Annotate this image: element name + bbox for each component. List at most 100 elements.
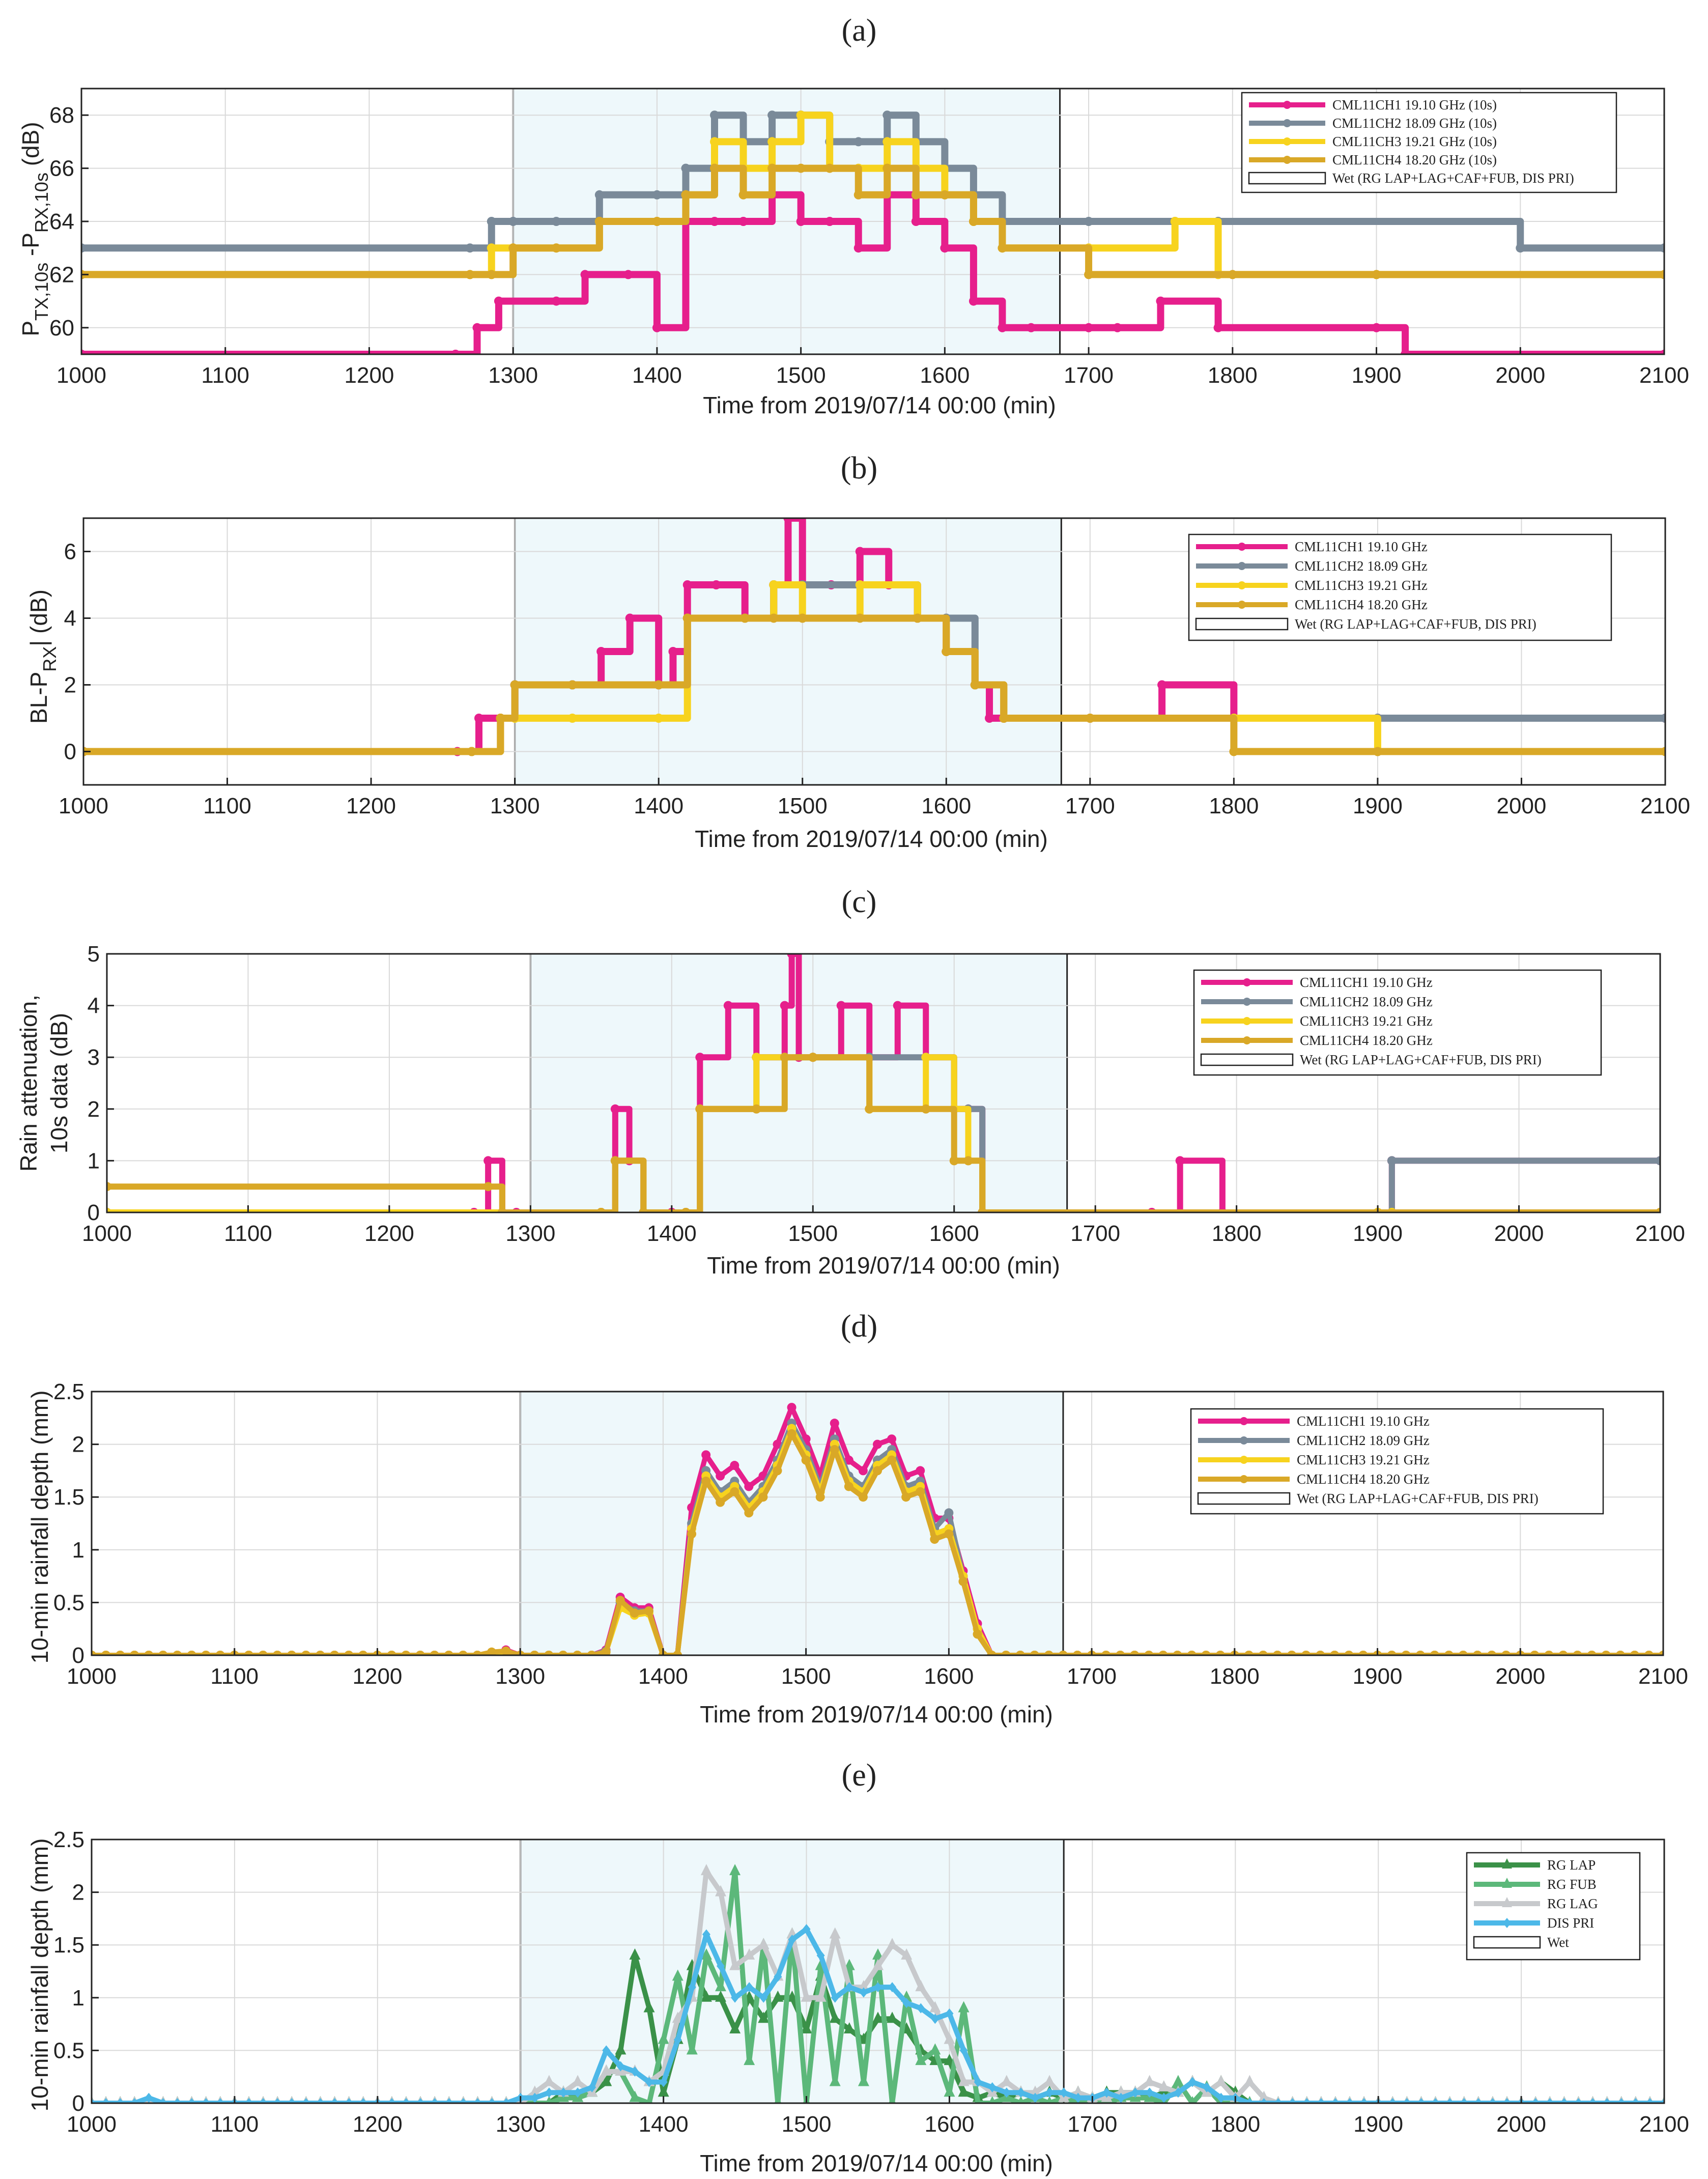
data-point: [700, 1990, 712, 2002]
data-point: [654, 680, 664, 690]
data-point: [639, 1208, 648, 1212]
data-point: [344, 1651, 354, 1655]
panel-b: (b) 1000 1100 1200 1300 1400 1500 1600 1700 1800…: [25, 451, 1690, 852]
y-tick-label: 6: [64, 540, 76, 564]
data-point: [402, 2098, 410, 2103]
data-point: [1031, 2092, 1039, 2103]
legend-marker: [1240, 1475, 1248, 1483]
data-point: [302, 2098, 310, 2103]
x-tick-label: 1400: [632, 363, 682, 388]
data-point: [959, 2045, 968, 2056]
data-point: [1358, 1651, 1368, 1655]
data-point: [700, 1948, 712, 1960]
data-point: [116, 1651, 125, 1655]
x-tick-label: 1600: [924, 1664, 974, 1689]
legend-marker: [1238, 601, 1246, 609]
data-point: [497, 1208, 507, 1212]
data-point: [745, 1982, 754, 1993]
data-point: [1656, 1208, 1660, 1212]
x-tick-label: 1100: [211, 2112, 259, 2137]
x-tick-label: 1500: [788, 1221, 838, 1246]
data-point: [744, 2054, 755, 2065]
x-tick-label: 1100: [201, 363, 249, 388]
data-point: [940, 243, 950, 253]
legend-label: CML11CH1 19.10 GHz: [1297, 1413, 1430, 1429]
data-point: [859, 1987, 868, 1998]
data-point: [652, 217, 662, 226]
data-point: [1372, 323, 1381, 332]
data-point: [510, 680, 520, 690]
data-point: [915, 1980, 927, 1992]
panel-c: (c) 1000 1100 1200 1300 1400 1500 1600 1700 1800…: [15, 885, 1685, 1279]
data-point: [573, 1651, 582, 1655]
yaxis-label-d: 10-min rainfall depth (mm): [26, 1391, 53, 1664]
plot-d: 1000 1100 1200 1300 1400 1500 1600 1700 1800 1900…: [53, 1379, 1688, 1689]
data-point: [1373, 747, 1382, 756]
data-point: [1617, 2098, 1626, 2103]
data-point: [695, 1104, 705, 1114]
data-point: [301, 1651, 311, 1655]
data-point: [843, 2022, 855, 2033]
data-point: [1346, 2098, 1354, 2103]
data-point: [1244, 1651, 1254, 1655]
legend-label: CML11CH3 19.21 GHz (10s): [1332, 134, 1497, 149]
data-point: [543, 2075, 555, 2086]
data-point: [858, 2075, 869, 2086]
data-point: [458, 1651, 468, 1655]
data-point: [1144, 1651, 1154, 1655]
data-point: [958, 2085, 970, 2097]
data-point: [872, 1948, 884, 1960]
y-tick-label: 2.5: [53, 1379, 84, 1404]
data-point: [853, 137, 863, 147]
data-point: [802, 1924, 811, 1935]
legend-label: DIS PRI: [1547, 1915, 1594, 1931]
legend-label: CML11CH1 19.10 GHz: [1295, 539, 1428, 554]
data-point: [913, 613, 922, 623]
panel-c-label: (c): [842, 885, 877, 919]
legend-label: CML11CH2 18.09 GHz: [1295, 558, 1428, 574]
x-tick-label: 1900: [1352, 363, 1402, 388]
y-tick-label: 2.5: [53, 1827, 84, 1852]
legend-marker: [1243, 998, 1251, 1006]
panel-d-label: (d): [841, 1309, 877, 1344]
data-point: [974, 2077, 982, 2087]
data-point: [501, 1646, 511, 1655]
x-tick-label: 1500: [781, 1664, 831, 1689]
data-point: [774, 2096, 782, 2103]
data-point: [1660, 350, 1664, 354]
data-point: [567, 680, 577, 690]
data-point: [825, 217, 835, 226]
data-point: [998, 323, 1007, 332]
data-point: [645, 2096, 653, 2103]
data-point: [969, 296, 978, 306]
x-tick-label: 1000: [67, 2112, 117, 2137]
data-point: [729, 1959, 741, 1970]
y-tick-label: 0.5: [53, 1590, 84, 1615]
data-point: [944, 1508, 954, 1518]
data-point: [681, 1208, 691, 1212]
data-point: [529, 2085, 540, 2097]
data-point: [710, 137, 719, 147]
data-point: [472, 1651, 482, 1655]
data-point: [643, 2001, 655, 2013]
legend-marker: [1283, 101, 1291, 109]
y-tick-label: 1: [72, 1538, 84, 1563]
x-tick-label: 2000: [1495, 1664, 1545, 1689]
x-tick-label: 1300: [490, 794, 540, 818]
data-point: [831, 1992, 839, 2003]
data-point: [738, 190, 748, 200]
x-tick-label: 1000: [82, 1221, 132, 1246]
data-point: [623, 270, 633, 279]
data-point: [858, 1492, 868, 1502]
x-tick-label: 1200: [364, 1221, 414, 1246]
y-tick-label: 0: [64, 740, 76, 765]
legend-wet-swatch: [1200, 1053, 1294, 1066]
data-point: [787, 1403, 796, 1412]
data-point: [1172, 2075, 1184, 2086]
data-point: [272, 1651, 282, 1655]
data-point: [893, 1001, 902, 1010]
data-point: [659, 2077, 668, 2087]
data-point: [1170, 217, 1180, 226]
data-point: [545, 2087, 553, 2098]
